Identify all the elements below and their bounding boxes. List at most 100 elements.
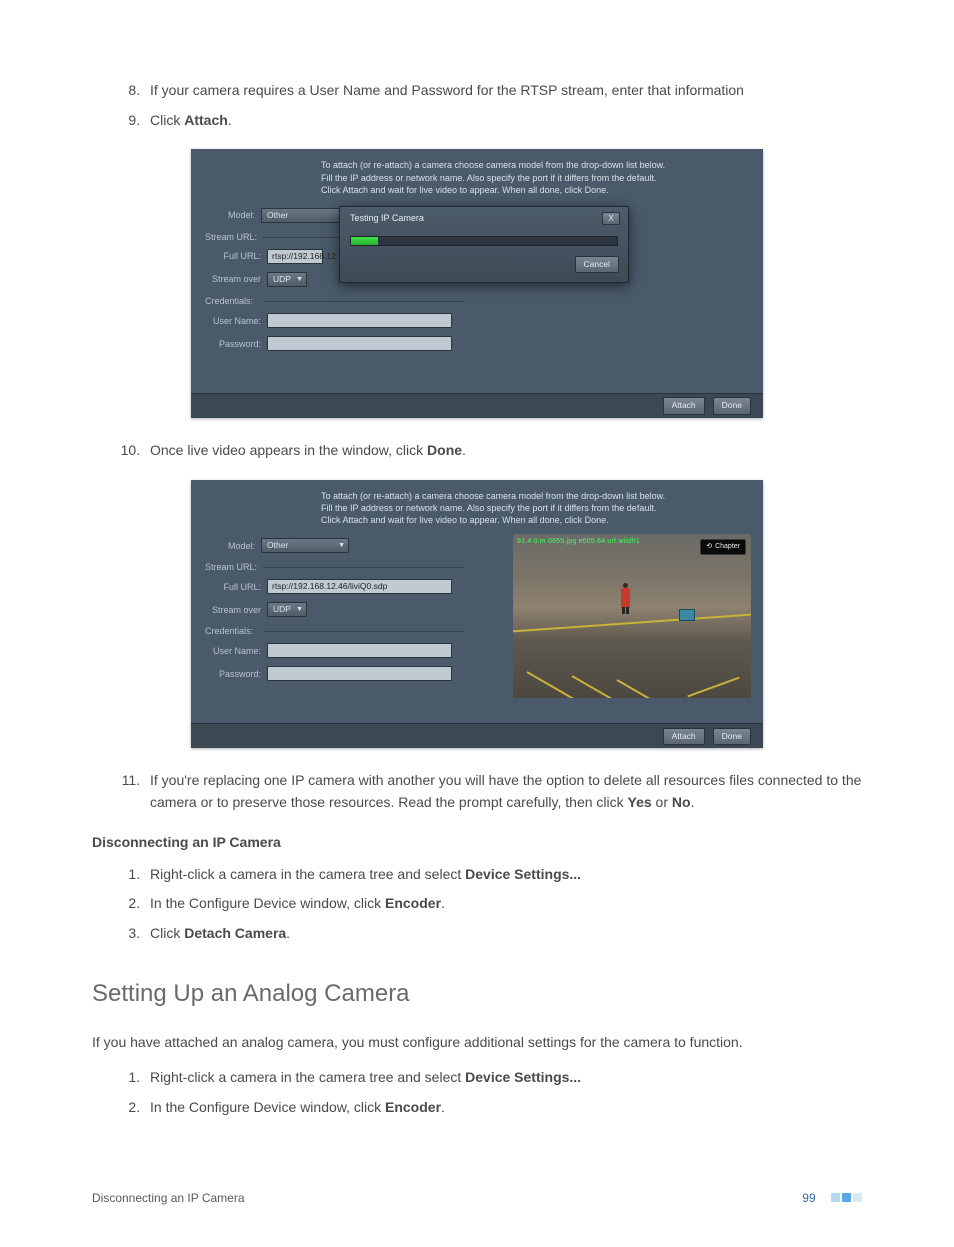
full-url-input[interactable]: rtsp://192.168.12 — [267, 249, 323, 264]
step-9-suffix: . — [228, 112, 232, 128]
label-stream-over: Stream over — [205, 273, 267, 285]
logo-icon — [831, 1193, 862, 1202]
step-11: If you're replacing one IP camera with a… — [144, 770, 862, 813]
analog-intro: If you have attached an analog camera, y… — [92, 1032, 862, 1054]
instr2-line-2: Fill the IP address or network name. Als… — [321, 502, 739, 514]
model-value-2: Other — [267, 540, 288, 551]
done-button[interactable]: Done — [713, 397, 751, 414]
stream-over-value-2: UDP — [273, 604, 291, 615]
disc-1a: Right-click a camera in the camera tree … — [150, 866, 465, 882]
step-9-prefix: Click — [150, 112, 184, 128]
label-model-2: Model: — [205, 540, 261, 552]
full-url-value-2: rtsp://192.168.12.46/liviQ0.sdp — [272, 581, 387, 592]
figure-1: To attach (or re-attach) a camera choose… — [92, 149, 862, 418]
footer-right: 99 — [802, 1189, 862, 1208]
analog-2a: In the Configure Device window, click — [150, 1099, 385, 1115]
road-marking — [687, 677, 739, 698]
chevron-down-icon: ▼ — [296, 275, 303, 284]
panel-bottom-bar-2: Attach Done — [191, 723, 763, 748]
video-person — [621, 588, 630, 608]
full-url-value: rtsp://192.168.12 — [272, 251, 336, 262]
stream-over-dropdown-2[interactable]: UDP ▼ — [267, 602, 307, 617]
disc-3a: Click — [150, 925, 184, 941]
disc-step-2: In the Configure Device window, click En… — [144, 893, 862, 915]
step-9-bold: Attach — [184, 112, 228, 128]
label-credentials: Credentials: — [205, 295, 465, 307]
step-11-a: If you're replacing one IP camera with a… — [150, 772, 861, 810]
page-number: 99 — [802, 1191, 815, 1205]
instr-line-1: To attach (or re-attach) a camera choose… — [321, 159, 739, 171]
label-full-url-2: Full URL: — [205, 581, 267, 593]
panel-instructions: To attach (or re-attach) a camera choose… — [191, 149, 763, 207]
instr2-line-1: To attach (or re-attach) a camera choose… — [321, 490, 739, 502]
video-sign — [679, 609, 695, 621]
analog-2b: Encoder — [385, 1099, 441, 1115]
disc-2b: Encoder — [385, 895, 441, 911]
label-full-url: Full URL: — [205, 250, 267, 262]
password-input-2[interactable] — [267, 666, 452, 681]
step-9: Click Attach. — [144, 110, 862, 132]
analog-2c: . — [441, 1099, 445, 1115]
figure-2: To attach (or re-attach) a camera choose… — [92, 480, 862, 749]
password-input[interactable] — [267, 336, 452, 351]
step-8: If your camera requires a User Name and … — [144, 80, 862, 102]
logo-sq-3 — [853, 1193, 862, 1202]
step-10-bold: Done — [427, 442, 462, 458]
model-value: Other — [267, 210, 288, 221]
chapter-label: Chapter — [715, 542, 740, 551]
chevron-down-icon: ▼ — [296, 605, 303, 614]
label-username: User Name: — [205, 315, 267, 327]
page-footer: Disconnecting an IP Camera 99 — [92, 1189, 862, 1208]
done-button-2[interactable]: Done — [713, 728, 751, 745]
instr2-line-3: Click Attach and wait for live video to … — [321, 514, 739, 526]
step-11-no: No — [672, 794, 691, 810]
progress-fill — [351, 237, 378, 245]
step-10-prefix: Once live video appears in the window, c… — [150, 442, 427, 458]
instr-line-3: Click Attach and wait for live video to … — [321, 184, 739, 196]
model-dropdown-2[interactable]: Other ▼ — [261, 538, 349, 553]
road-marking — [617, 679, 670, 698]
chapter-button[interactable]: ⟲ Chapter — [700, 539, 746, 554]
full-url-input-2[interactable]: rtsp://192.168.12.46/liviQ0.sdp — [267, 579, 452, 594]
username-input-2[interactable] — [267, 643, 452, 658]
instr-line-2: Fill the IP address or network name. Als… — [321, 172, 739, 184]
disc-step-1: Right-click a camera in the camera tree … — [144, 864, 862, 886]
modal-title: Testing IP Camera — [350, 212, 424, 224]
form-area-1: Model: Other ▼ Stream URL: Full URL: rts… — [191, 208, 763, 393]
panel-bottom-bar: Attach Done — [191, 393, 763, 418]
attach-button[interactable]: Attach — [663, 397, 705, 414]
road-marking — [513, 614, 751, 633]
step-11-or: or — [652, 794, 672, 810]
step-11-yes: Yes — [628, 794, 652, 810]
analog-heading: Setting Up an Analog Camera — [92, 975, 862, 1012]
step-10-suffix: . — [462, 442, 466, 458]
testing-modal: Testing IP Camera X Cancel — [339, 206, 629, 283]
form-area-2: Model: Other ▼ Stream URL: Full URL: rts… — [191, 538, 763, 723]
analog-step-1: Right-click a camera in the camera tree … — [144, 1067, 862, 1089]
attach-panel-2: To attach (or re-attach) a camera choose… — [191, 480, 763, 749]
label-credentials-2: Credentials: — [205, 625, 465, 637]
stream-over-dropdown[interactable]: UDP ▼ — [267, 272, 307, 287]
video-preview: 91.4 0.m 0655.jpg e605.64 urf.wildfr1 ⟲ … — [513, 534, 751, 698]
disc-1b: Device Settings... — [465, 866, 581, 882]
model-dropdown[interactable]: Other ▼ — [261, 208, 349, 223]
label-stream-url-2: Stream URL: — [205, 561, 465, 573]
chevron-down-icon: ▼ — [338, 541, 345, 550]
label-password-2: Password: — [205, 668, 267, 680]
disc-3b: Detach Camera — [184, 925, 286, 941]
label-password: Password: — [205, 338, 267, 350]
cancel-button[interactable]: Cancel — [575, 256, 619, 273]
panel-instructions-2: To attach (or re-attach) a camera choose… — [191, 480, 763, 538]
close-icon[interactable]: X — [602, 212, 620, 225]
label-stream-over-2: Stream over — [205, 604, 267, 616]
disc-3c: . — [286, 925, 290, 941]
username-input[interactable] — [267, 313, 452, 328]
attach-button-2[interactable]: Attach — [663, 728, 705, 745]
disc-2c: . — [441, 895, 445, 911]
step-8-text: If your camera requires a User Name and … — [150, 82, 744, 98]
logo-sq-2 — [842, 1193, 851, 1202]
video-overlay-text: 91.4 0.m 0655.jpg e605.64 urf.wildfr1 — [517, 537, 640, 546]
footer-left: Disconnecting an IP Camera — [92, 1189, 245, 1208]
logo-sq-1 — [831, 1193, 840, 1202]
attach-panel-1: To attach (or re-attach) a camera choose… — [191, 149, 763, 418]
